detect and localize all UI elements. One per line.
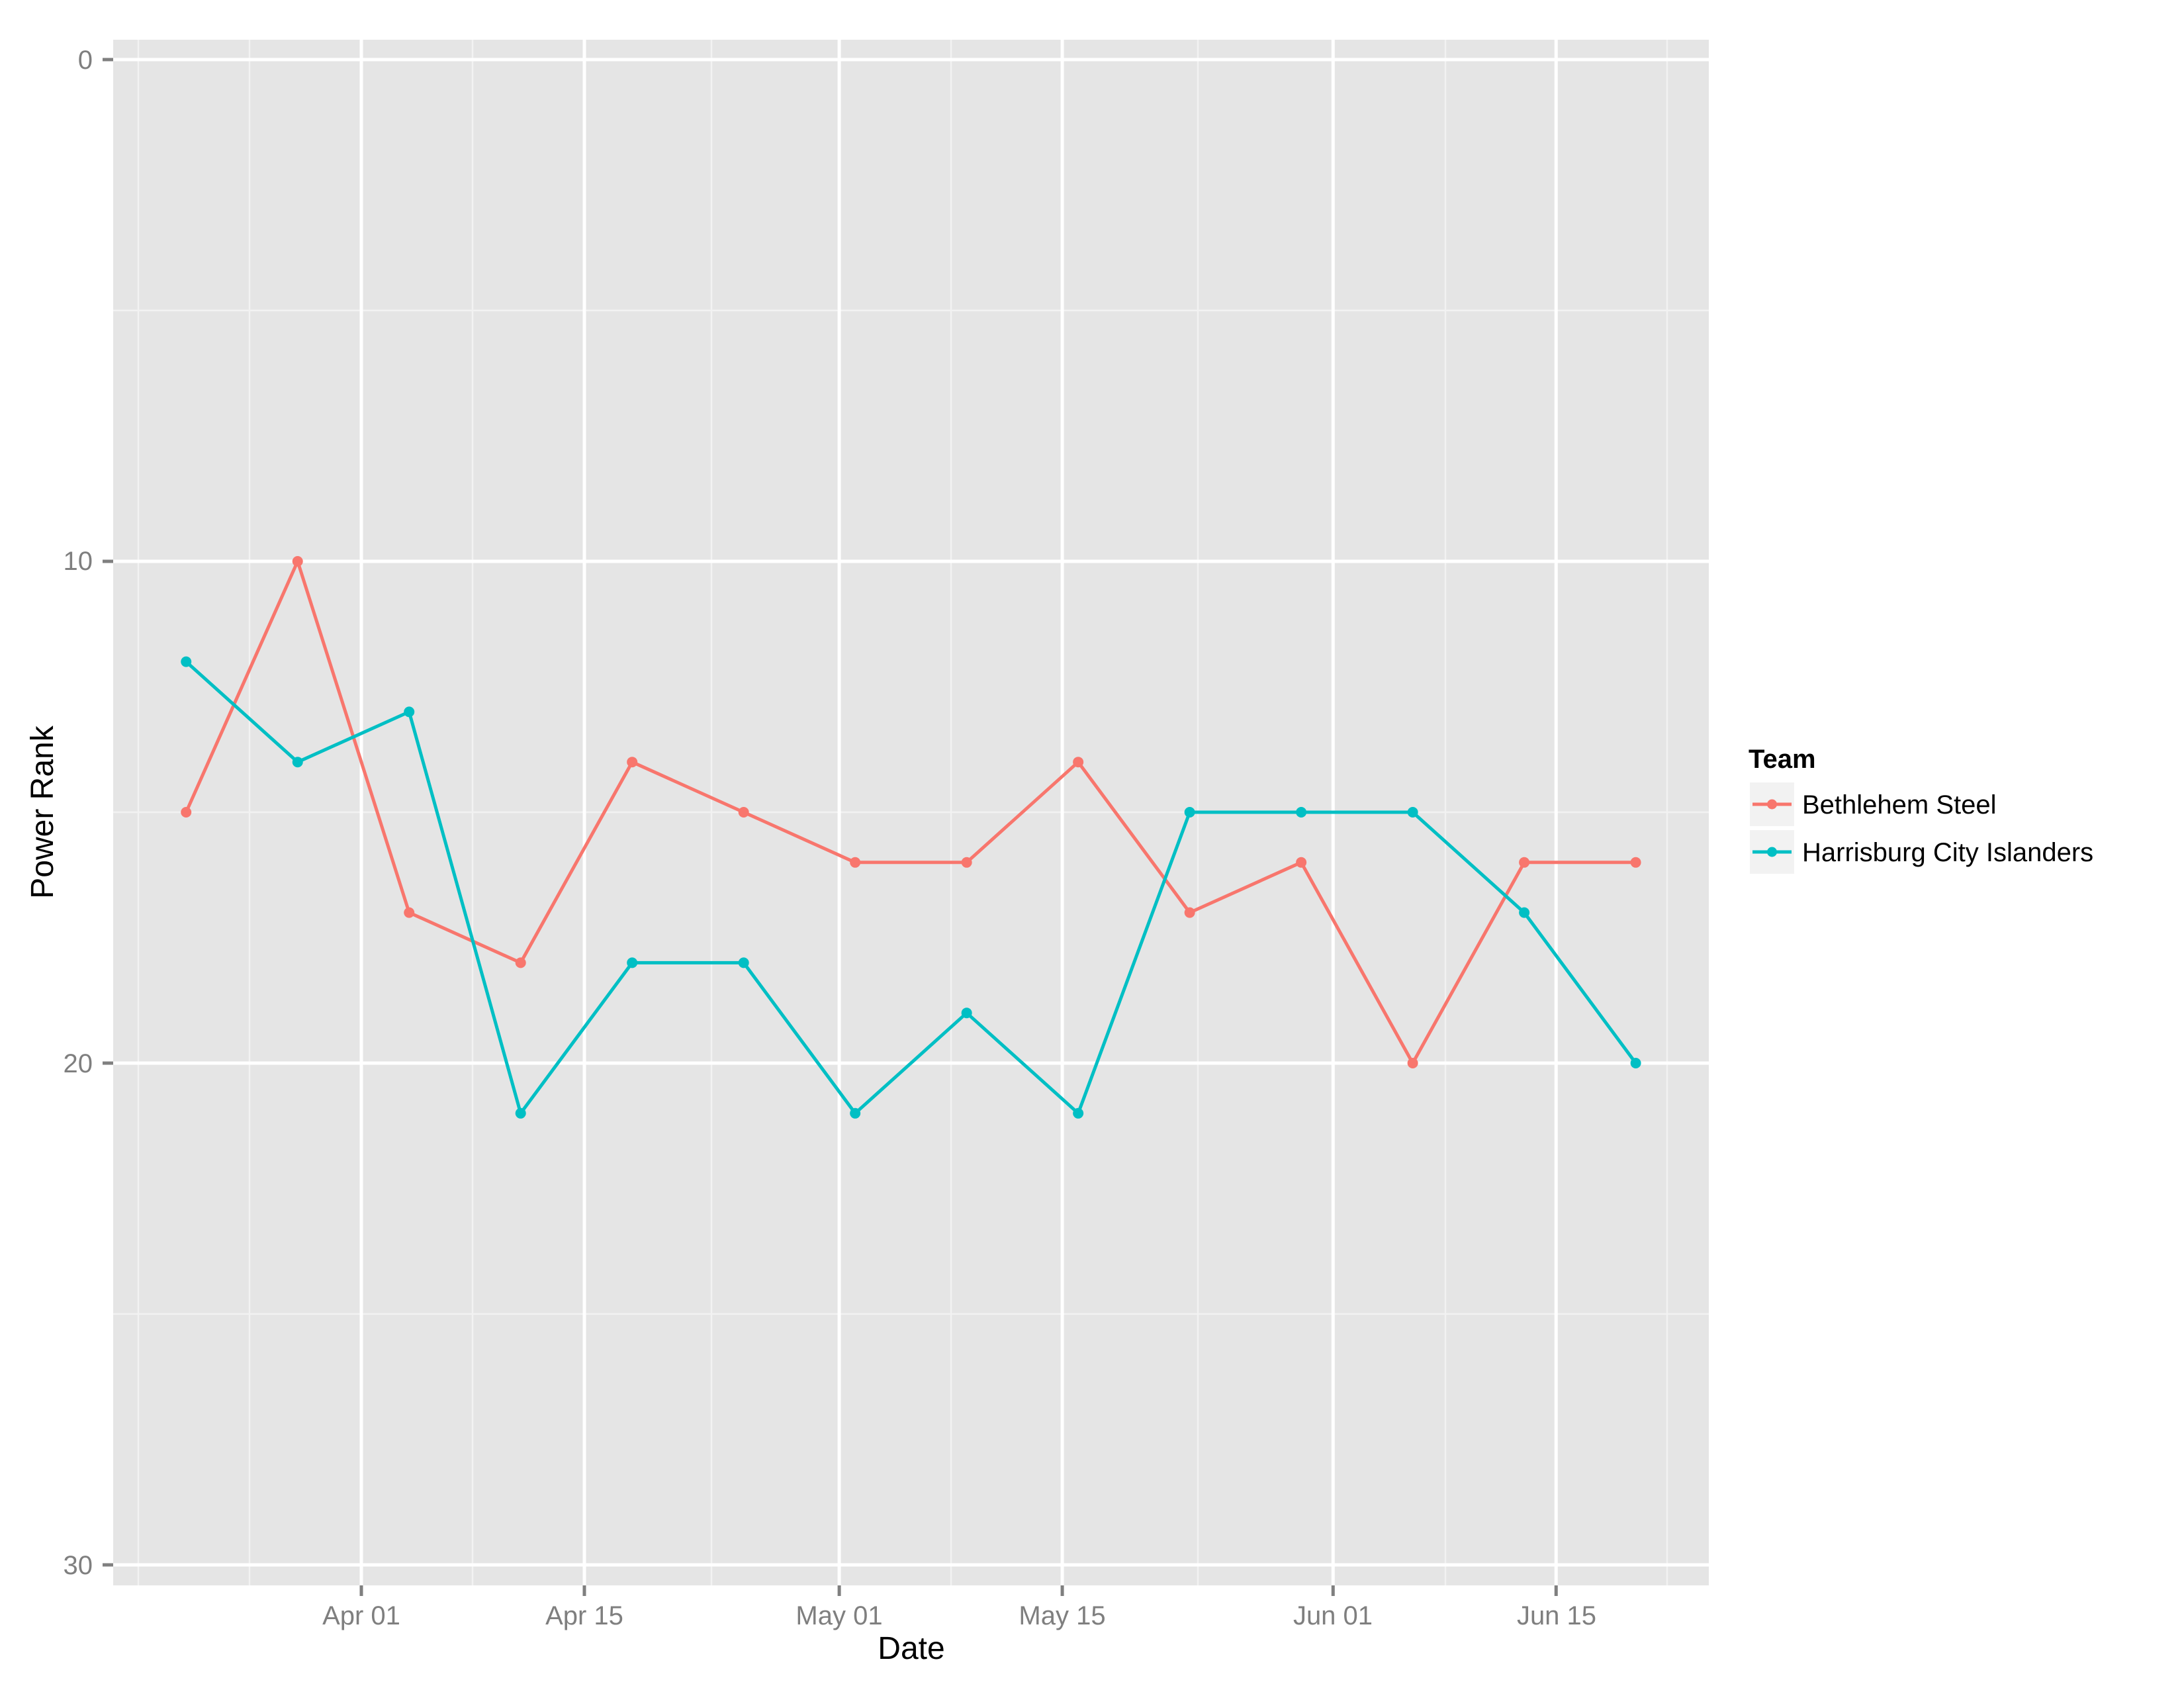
series-points-bethlehem-steel xyxy=(181,556,1641,1068)
data-point xyxy=(1519,907,1530,918)
series-layer xyxy=(181,556,1641,1119)
data-point xyxy=(738,957,749,968)
x-axis: Apr 01 Apr 15 May 01 May 15 Jun 01 Jun 1… xyxy=(322,1585,1596,1666)
data-point xyxy=(1073,757,1084,768)
y-axis: 0 10 20 30 Power Rank xyxy=(25,46,113,1580)
x-axis-ticks xyxy=(359,1585,1558,1596)
x-tick-label-may01: May 01 xyxy=(796,1601,882,1630)
x-tick-label-may15: May 15 xyxy=(1019,1601,1105,1630)
x-tick-label-jun15: Jun 15 xyxy=(1517,1601,1596,1630)
data-point xyxy=(515,957,526,968)
data-point xyxy=(1519,857,1530,868)
data-point xyxy=(850,857,861,868)
data-point xyxy=(1073,1107,1084,1119)
legend-point-icon xyxy=(1767,799,1777,810)
data-point xyxy=(181,656,192,667)
legend-label: Harrisburg City Islanders xyxy=(1802,838,2093,867)
series-points-harrisburg-city-islanders xyxy=(181,656,1641,1119)
data-point xyxy=(1184,807,1195,818)
data-point xyxy=(1407,1058,1418,1068)
data-point xyxy=(627,957,638,968)
x-tick-label-apr01: Apr 01 xyxy=(322,1601,400,1630)
data-point xyxy=(1630,1058,1641,1068)
data-point xyxy=(961,857,972,868)
x-tick-label-apr15: Apr 15 xyxy=(545,1601,623,1630)
y-tick-label-30: 30 xyxy=(64,1551,93,1580)
data-point xyxy=(515,1107,526,1119)
x-tick-label-jun01: Jun 01 xyxy=(1293,1601,1373,1630)
data-point xyxy=(738,807,749,818)
data-point xyxy=(1296,857,1307,868)
x-axis-title: Date xyxy=(878,1631,944,1666)
legend-title: Team xyxy=(1749,745,1816,774)
data-point xyxy=(1184,907,1195,918)
minor-gridlines xyxy=(113,40,1709,1585)
data-point xyxy=(404,907,415,918)
legend-label: Bethlehem Steel xyxy=(1802,790,1997,820)
y-axis-ticks xyxy=(103,58,113,1567)
y-tick-label-0: 0 xyxy=(78,46,93,75)
data-point xyxy=(850,1107,861,1119)
y-axis-title: Power Rank xyxy=(25,725,60,898)
legend-point-icon xyxy=(1767,847,1777,857)
y-tick-label-10: 10 xyxy=(64,547,93,576)
data-point xyxy=(1296,807,1307,818)
data-point xyxy=(1407,807,1418,818)
data-point xyxy=(292,757,303,768)
series-line-harrisburg-city-islanders xyxy=(185,660,1637,1115)
data-point xyxy=(961,1008,972,1019)
data-point xyxy=(404,706,415,718)
legend-item-harrisburg-city-islanders: Harrisburg City Islanders xyxy=(1750,830,2093,874)
data-point xyxy=(181,807,192,818)
y-tick-label-20: 20 xyxy=(64,1049,93,1078)
legend-item-bethlehem-steel: Bethlehem Steel xyxy=(1750,782,1997,826)
data-point xyxy=(292,556,303,567)
series-line-bethlehem-steel xyxy=(184,559,1636,1065)
legend: Team Bethlehem Steel Harrisburg City Isl… xyxy=(1749,745,2093,874)
plot-panel xyxy=(113,40,1709,1585)
data-point xyxy=(627,757,638,768)
data-point xyxy=(1630,857,1641,868)
